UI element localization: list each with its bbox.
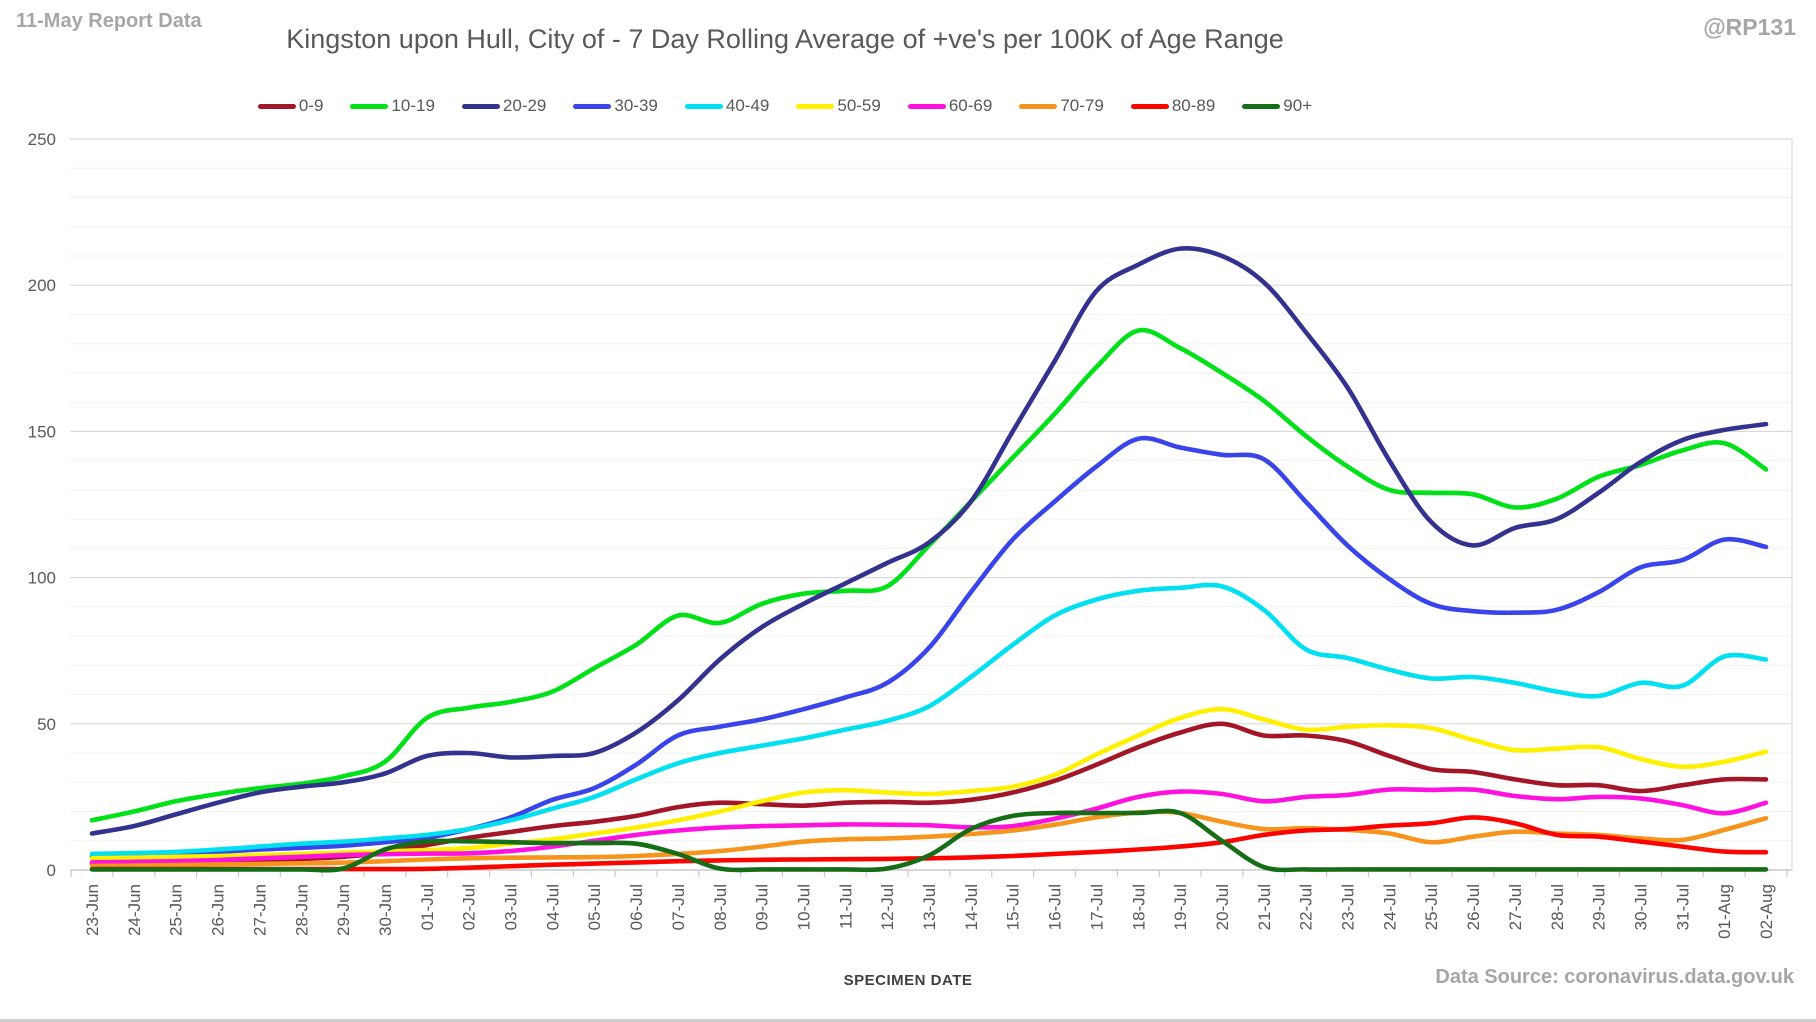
legend-swatch-icon (1242, 103, 1281, 109)
x-axis-tick-label: 19-Jul (1171, 884, 1190, 930)
watermark-handle: @RP131 (1703, 14, 1796, 40)
legend-label: 70-79 (1060, 96, 1104, 115)
legend-label: 50-59 (837, 96, 881, 115)
x-axis-tick-label: 27-Jul (1506, 884, 1525, 930)
x-axis-tick-label: 14-Jul (962, 884, 981, 930)
legend-label: 0-9 (298, 96, 324, 115)
x-axis-tick-label: 25-Jul (1422, 884, 1441, 930)
x-axis-tick-label: 12-Jul (878, 884, 897, 930)
x-axis-tick-label: 02-Aug (1757, 884, 1776, 939)
y-axis-tick-label: 100 (28, 569, 56, 588)
x-axis-tick-label: 22-Jul (1297, 884, 1316, 930)
x-axis-tick-label: 18-Jul (1129, 884, 1148, 930)
legend-label: 20-29 (502, 96, 547, 115)
legend-swatch-icon (573, 103, 612, 109)
legend-item-10-19: 10-19 (350, 96, 435, 116)
x-axis-tick-label: 23-Jun (83, 884, 102, 936)
x-axis-tick-label: 24-Jun (125, 884, 144, 936)
legend: 0-9 10-19 20-29 30-39 40-49 50-59 60-69 70-79 80… (0, 96, 1570, 116)
series-line-40-49 (89, 582, 1769, 857)
x-axis-tick-label: 26-Jun (209, 884, 228, 936)
legend-swatch-icon (350, 103, 389, 109)
chart-title: Kingston upon Hull, City of - 7 Day Roll… (286, 24, 1284, 54)
series-line-70-79 (89, 809, 1769, 869)
x-axis-tick-label: 27-Jun (250, 884, 269, 936)
legend-item-20-29: 20-29 (461, 96, 547, 116)
series-line-80-89 (89, 815, 1769, 872)
series-line-90+ (89, 808, 1769, 873)
x-axis-tick-label: 17-Jul (1087, 884, 1106, 930)
legend-label: 30-39 (614, 96, 658, 115)
y-axis-tick-label: 250 (28, 130, 56, 149)
x-axis-tick-label: 15-Jul (1004, 884, 1023, 930)
y-axis-tick-label: 150 (28, 422, 56, 441)
legend-label: 40-49 (725, 96, 770, 115)
x-axis-title: SPECIMEN DATE (843, 972, 973, 989)
series-line-20-29 (89, 245, 1769, 836)
x-axis-tick-label: 01-Aug (1715, 884, 1734, 939)
x-axis-tick-label: 29-Jun (334, 884, 353, 936)
legend-item-40-49: 40-49 (684, 96, 770, 116)
legend-label: 80-89 (1171, 96, 1216, 115)
x-axis-tick-label: 04-Jul (543, 884, 562, 930)
legend-swatch-icon (257, 103, 296, 109)
legend-label: 90+ (1283, 96, 1313, 115)
legend-item-90+: 90+ (1242, 96, 1312, 116)
y-axis-tick-label: 50 (37, 715, 56, 734)
legend-item-50-59: 50-59 (796, 96, 881, 116)
x-axis-tick-label: 23-Jul (1339, 884, 1358, 930)
x-axis-tick-label: 10-Jul (795, 884, 814, 930)
x-axis-tick-label: 07-Jul (669, 884, 688, 930)
legend-swatch-icon (461, 103, 500, 109)
x-axis-tick-label: 28-Jun (292, 884, 311, 936)
legend-label: 60-69 (948, 96, 993, 115)
x-axis-tick-label: 06-Jul (627, 884, 646, 930)
x-axis-tick-label: 11-Jul (836, 884, 855, 929)
series-line-50-59 (89, 706, 1769, 861)
legend-item-30-39: 30-39 (573, 96, 658, 116)
x-axis-tick-label: 13-Jul (920, 884, 939, 930)
legend-item-60-69: 60-69 (907, 96, 993, 116)
report-date-label: 11-May Report Data (16, 10, 202, 32)
legend-item-80-89: 80-89 (1130, 96, 1216, 116)
x-axis-tick-label: 25-Jun (167, 884, 186, 936)
series-line-10-19 (89, 327, 1769, 823)
series-line-30-39 (89, 435, 1769, 860)
x-axis-tick-label: 20-Jul (1213, 884, 1232, 930)
legend-swatch-icon (907, 103, 946, 109)
x-axis-tick-label: 09-Jul (753, 884, 772, 930)
x-axis-tick-label: 30-Jul (1632, 884, 1651, 930)
x-axis-tick-label: 31-Jul (1673, 884, 1692, 930)
x-axis-tick-label: 01-Jul (418, 884, 437, 930)
x-axis-tick-label: 03-Jul (502, 884, 521, 930)
x-axis-tick-label: 26-Jul (1464, 884, 1483, 930)
legend-item-0-9: 0-9 (257, 96, 324, 116)
legend-swatch-icon (796, 103, 835, 109)
y-axis-tick-label: 200 (28, 276, 56, 295)
legend-swatch-icon (1130, 103, 1169, 109)
legend-swatch-icon (684, 103, 723, 109)
x-axis-tick-label: 30-Jun (376, 884, 395, 936)
x-axis-tick-label: 28-Jul (1548, 884, 1567, 930)
y-axis-tick-label: 0 (47, 861, 56, 880)
legend-swatch-icon (1019, 103, 1058, 109)
x-axis-tick-label: 16-Jul (1046, 884, 1065, 930)
x-axis-tick-label: 24-Jul (1380, 884, 1399, 930)
legend-item-70-79: 70-79 (1019, 96, 1104, 116)
x-axis-tick-label: 08-Jul (711, 884, 730, 930)
x-axis-tick-label: 02-Jul (460, 884, 479, 930)
x-axis-tick-label: 05-Jul (585, 884, 604, 930)
x-axis-tick-label: 21-Jul (1255, 884, 1274, 930)
legend-label: 10-19 (391, 96, 435, 115)
data-source-label: Data Source: coronavirus.data.gov.uk (1435, 966, 1794, 988)
x-axis-tick-label: 29-Jul (1590, 884, 1609, 930)
